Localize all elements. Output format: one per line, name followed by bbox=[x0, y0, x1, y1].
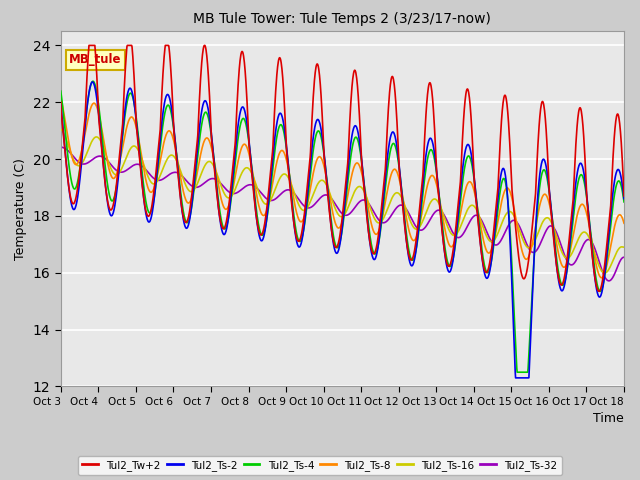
Tul2_Ts-2 bbox=[512, 375, 520, 381]
Tul2_Ts-8 bbox=[245, 151, 253, 157]
Text: MB_tule: MB_tule bbox=[69, 53, 122, 66]
Line: Tul2_Tw+2: Tul2_Tw+2 bbox=[61, 46, 624, 291]
Tul2_Tw+2 bbox=[430, 119, 438, 125]
Tul2_Ts-16 bbox=[601, 270, 609, 276]
Line: Tul2_Ts-32: Tul2_Ts-32 bbox=[61, 147, 624, 281]
Tul2_Ts-4 bbox=[182, 219, 190, 225]
Tul2_Tw+2 bbox=[504, 109, 511, 115]
X-axis label: Time: Time bbox=[593, 412, 624, 425]
Tul2_Ts-8 bbox=[168, 133, 176, 139]
Tul2_Ts-8 bbox=[430, 174, 438, 180]
Tul2_Ts-4 bbox=[57, 88, 65, 94]
Title: MB Tule Tower: Tule Temps 2 (3/23/17-now): MB Tule Tower: Tule Temps 2 (3/23/17-now… bbox=[193, 12, 492, 26]
Tul2_Ts-4 bbox=[513, 369, 521, 375]
Tul2_Ts-32 bbox=[168, 170, 176, 176]
Tul2_Tw+2 bbox=[85, 43, 93, 48]
Tul2_Ts-32 bbox=[182, 178, 190, 183]
Tul2_Ts-4 bbox=[246, 144, 253, 149]
Tul2_Ts-2 bbox=[620, 196, 628, 202]
Tul2_Ts-32 bbox=[57, 144, 65, 150]
Tul2_Ts-2 bbox=[430, 148, 438, 154]
Tul2_Ts-2 bbox=[89, 79, 97, 85]
Tul2_Ts-16 bbox=[168, 152, 176, 158]
Tul2_Ts-2 bbox=[554, 273, 562, 279]
Line: Tul2_Ts-2: Tul2_Ts-2 bbox=[61, 82, 624, 378]
Tul2_Tw+2 bbox=[246, 146, 253, 152]
Y-axis label: Temperature (C): Temperature (C) bbox=[14, 158, 27, 260]
Line: Tul2_Ts-4: Tul2_Ts-4 bbox=[61, 81, 624, 372]
Tul2_Ts-2 bbox=[169, 115, 177, 120]
Tul2_Ts-16 bbox=[504, 210, 511, 216]
Tul2_Tw+2 bbox=[554, 269, 561, 275]
Tul2_Ts-16 bbox=[245, 166, 253, 172]
Tul2_Ts-8 bbox=[620, 220, 628, 226]
Tul2_Tw+2 bbox=[595, 288, 603, 294]
Tul2_Ts-8 bbox=[182, 198, 190, 204]
Tul2_Ts-4 bbox=[430, 155, 438, 160]
Tul2_Ts-32 bbox=[620, 254, 628, 260]
Legend: Tul2_Tw+2, Tul2_Ts-2, Tul2_Ts-4, Tul2_Ts-8, Tul2_Ts-16, Tul2_Ts-32: Tul2_Tw+2, Tul2_Ts-2, Tul2_Ts-4, Tul2_Ts… bbox=[78, 456, 562, 475]
Tul2_Ts-4 bbox=[89, 78, 97, 84]
Line: Tul2_Ts-8: Tul2_Ts-8 bbox=[61, 98, 624, 278]
Tul2_Ts-16 bbox=[57, 127, 65, 132]
Tul2_Tw+2 bbox=[620, 193, 628, 199]
Tul2_Ts-32 bbox=[504, 225, 511, 230]
Tul2_Ts-16 bbox=[553, 236, 561, 241]
Tul2_Ts-4 bbox=[620, 199, 628, 205]
Tul2_Ts-4 bbox=[504, 197, 511, 203]
Line: Tul2_Ts-16: Tul2_Ts-16 bbox=[61, 130, 624, 273]
Tul2_Tw+2 bbox=[169, 102, 177, 108]
Tul2_Ts-4 bbox=[554, 265, 562, 271]
Tul2_Ts-4 bbox=[169, 119, 177, 125]
Tul2_Tw+2 bbox=[182, 219, 190, 225]
Tul2_Ts-32 bbox=[245, 182, 253, 188]
Tul2_Ts-8 bbox=[57, 96, 65, 101]
Tul2_Ts-32 bbox=[605, 278, 612, 284]
Tul2_Ts-16 bbox=[182, 183, 190, 189]
Tul2_Ts-16 bbox=[430, 196, 438, 202]
Tul2_Ts-8 bbox=[598, 275, 605, 281]
Tul2_Ts-2 bbox=[246, 142, 253, 148]
Tul2_Tw+2 bbox=[57, 99, 65, 105]
Tul2_Ts-2 bbox=[182, 226, 190, 231]
Tul2_Ts-8 bbox=[504, 185, 511, 191]
Tul2_Ts-2 bbox=[57, 102, 65, 108]
Tul2_Ts-32 bbox=[553, 231, 561, 237]
Tul2_Ts-32 bbox=[430, 211, 438, 216]
Tul2_Ts-2 bbox=[504, 197, 511, 203]
Tul2_Ts-16 bbox=[620, 244, 628, 250]
Tul2_Ts-8 bbox=[553, 244, 561, 250]
